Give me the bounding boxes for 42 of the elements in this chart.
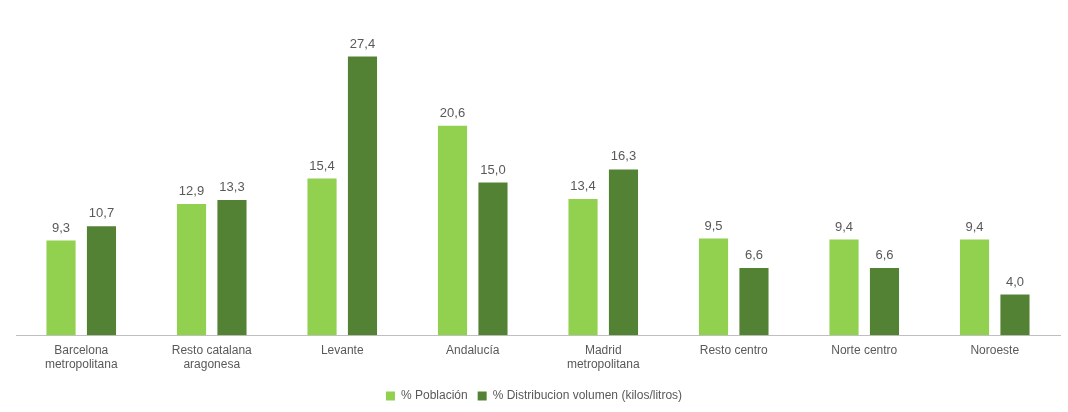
data-label: 6,6 [875, 247, 894, 263]
data-label: 13,4 [570, 177, 596, 193]
bar [568, 198, 598, 336]
x-tick-label: Resto centro [699, 342, 769, 357]
bar [176, 203, 207, 336]
x-tick-label: Noroeste [970, 342, 1020, 357]
bar [869, 268, 900, 336]
bar [1000, 294, 1030, 336]
bar [217, 199, 247, 336]
bar [46, 240, 76, 336]
data-label: 16,3 [610, 148, 637, 164]
data-label: 27,4 [349, 35, 376, 51]
data-label: 9,3 [51, 219, 71, 235]
bar [959, 239, 990, 336]
data-label: 9,5 [704, 217, 723, 233]
bar [829, 239, 859, 336]
data-label: 13,3 [219, 178, 245, 194]
x-tick-label: Barcelona metropolitana [44, 342, 118, 372]
x-tick-label: Madrid metropolitana [566, 342, 640, 372]
bar [739, 268, 769, 336]
bar [307, 178, 337, 336]
bar [86, 226, 117, 336]
x-tick-label: Levante [320, 342, 364, 357]
bar [478, 182, 508, 336]
legend-label: % Población [400, 388, 468, 403]
data-label: 15,4 [309, 157, 335, 173]
data-label: 6,6 [744, 247, 764, 263]
data-label: 12,9 [178, 183, 205, 199]
bar [608, 169, 639, 336]
data-label: 15,0 [480, 161, 506, 177]
legend-label: % Distribucion volumen (kilos/litros) [492, 388, 683, 403]
data-label: 9,4 [965, 218, 984, 234]
bar [347, 56, 378, 336]
x-tick-label: Norte centro [831, 342, 898, 357]
x-tick-label: Andalucía [446, 342, 500, 357]
data-label: 4,0 [1005, 273, 1025, 289]
bar [437, 125, 468, 336]
data-label: 20,6 [439, 104, 466, 120]
data-label: 9,4 [834, 218, 854, 234]
bar [698, 238, 729, 336]
data-label: 10,7 [88, 205, 115, 221]
x-tick-label: Resto catalana aragonesa [171, 342, 253, 372]
